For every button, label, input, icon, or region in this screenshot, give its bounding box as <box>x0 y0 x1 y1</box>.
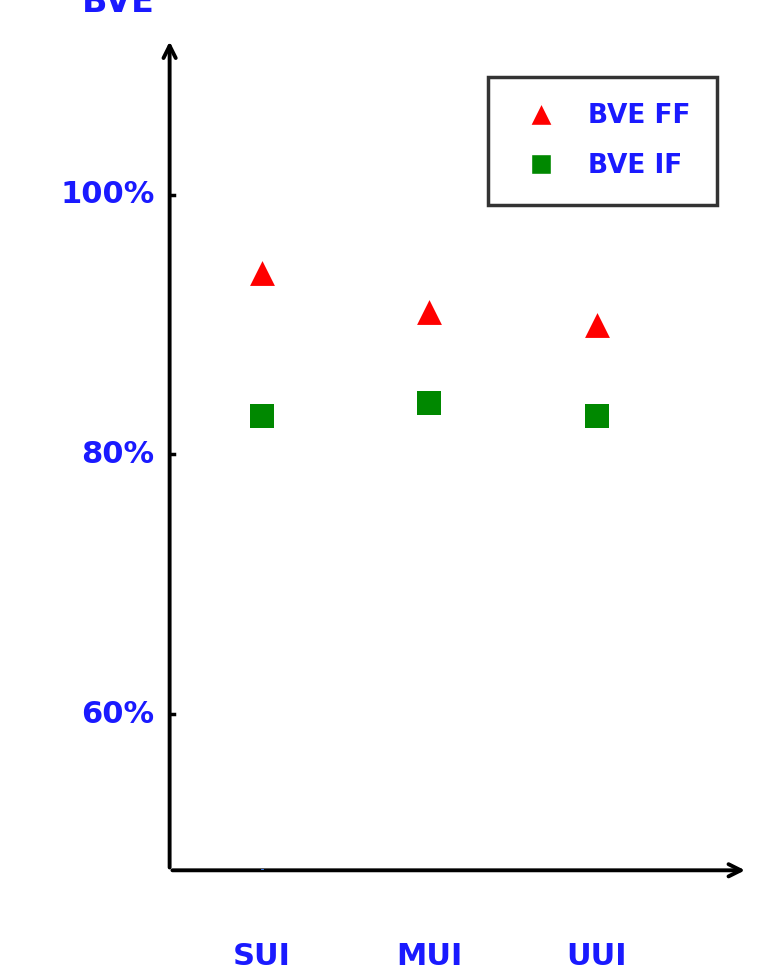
Point <box>423 304 436 319</box>
Point <box>591 408 603 424</box>
Text: UUI: UUI <box>567 942 628 967</box>
Point <box>591 317 603 333</box>
Legend: BVE FF, BVE IF: BVE FF, BVE IF <box>488 76 717 205</box>
Text: 60%: 60% <box>82 700 154 729</box>
Text: 80%: 80% <box>82 440 154 469</box>
Text: MUI: MUI <box>396 942 463 967</box>
Point <box>423 395 436 410</box>
Text: SUI: SUI <box>233 942 291 967</box>
Text: 100%: 100% <box>60 180 154 209</box>
Point <box>256 408 268 424</box>
Point <box>256 265 268 280</box>
Text: BVE: BVE <box>82 0 154 19</box>
